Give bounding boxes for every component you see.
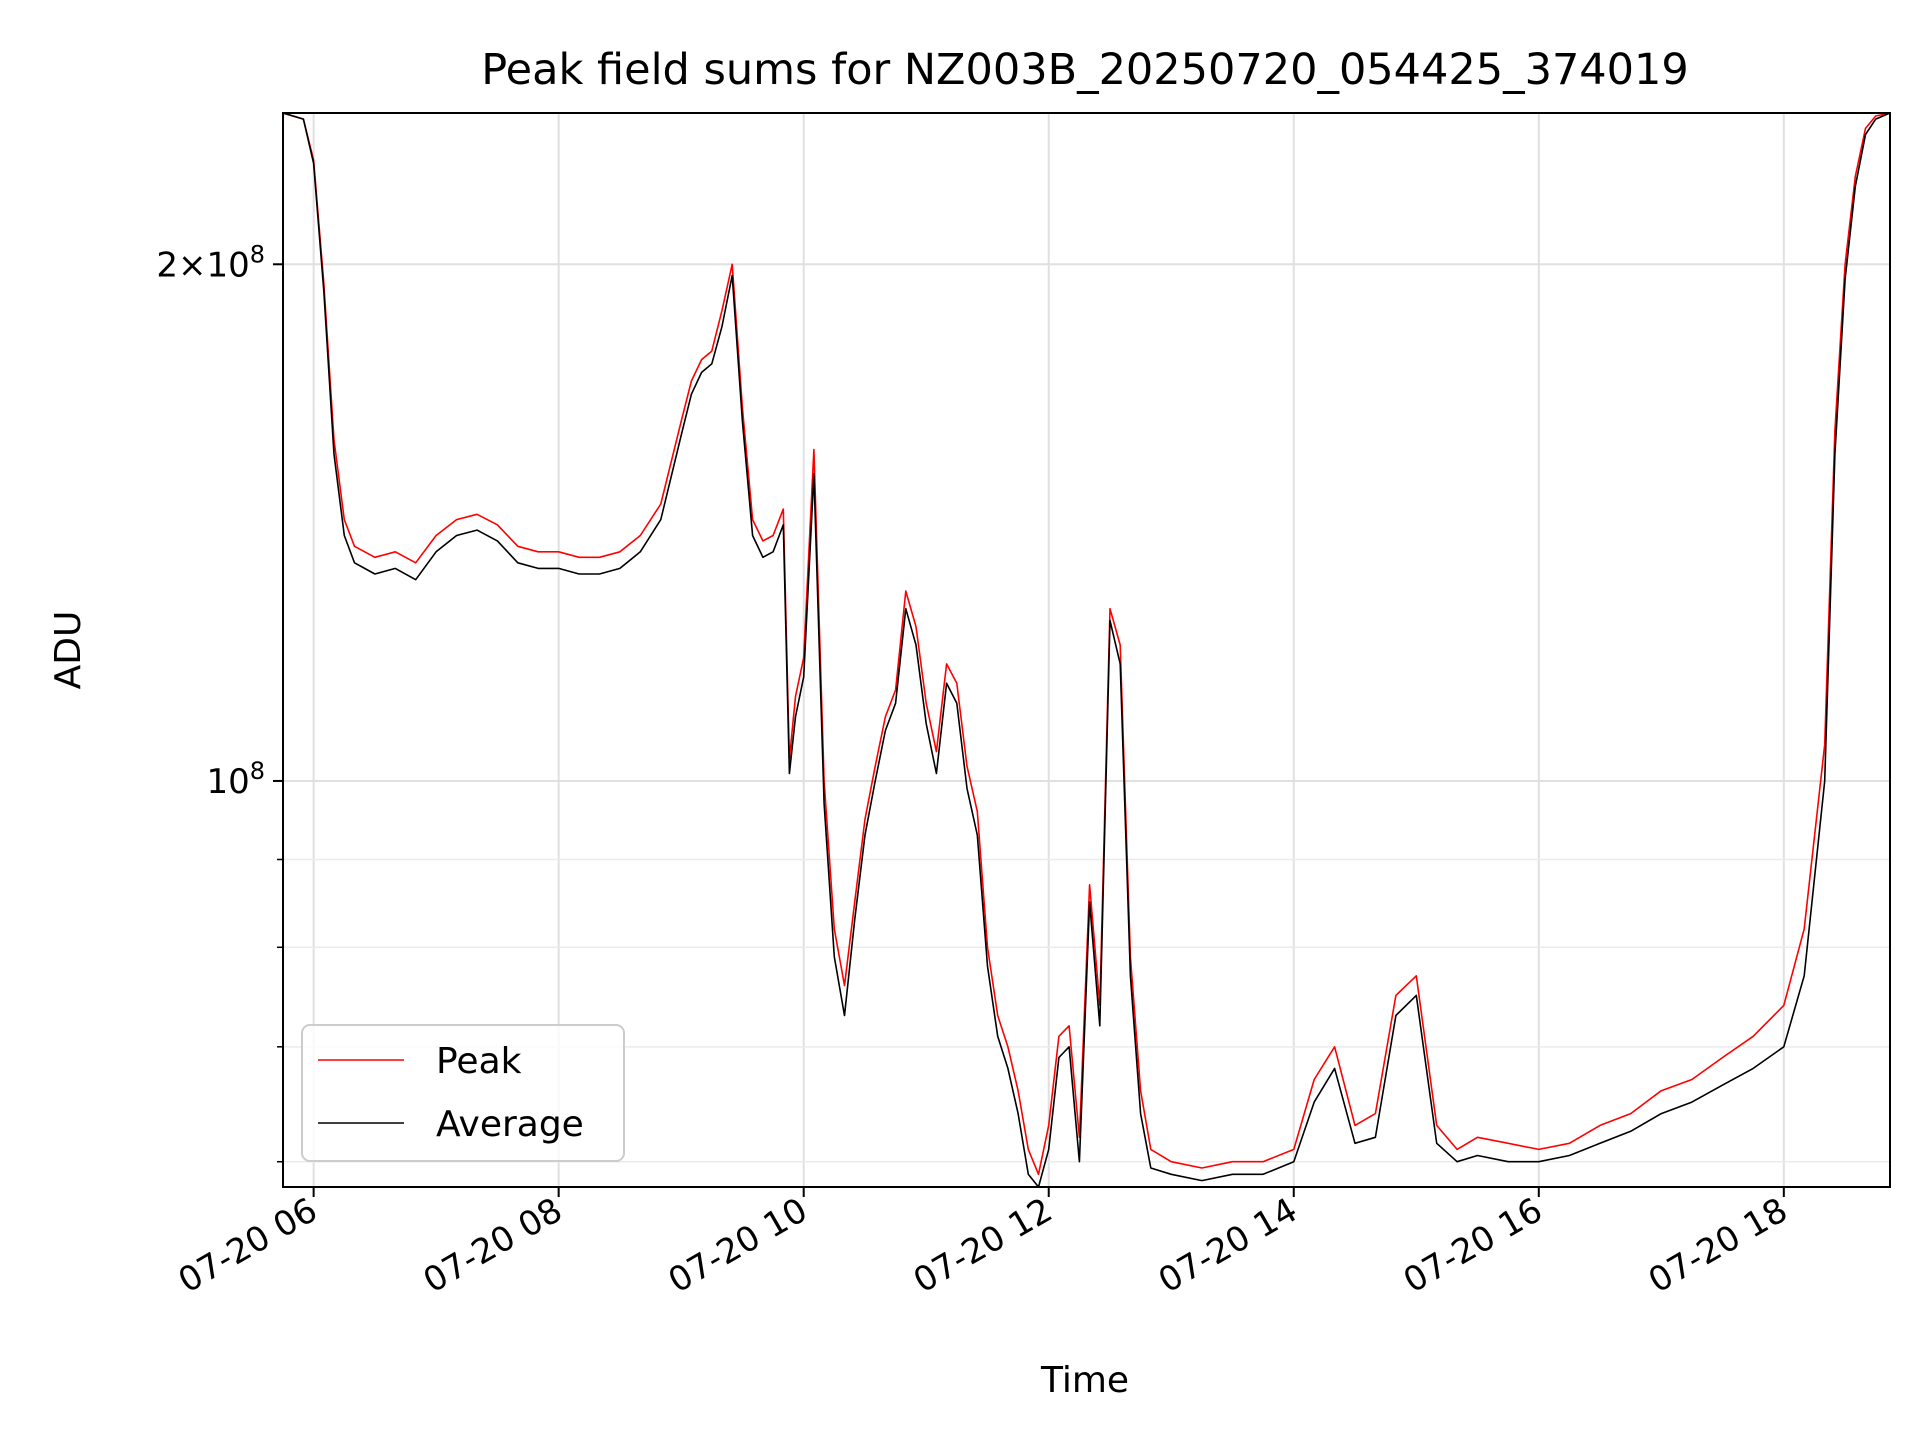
plot-frame: [282, 112, 1891, 1188]
y-tick-label: 108: [206, 757, 265, 802]
y-axis-label: ADU: [48, 611, 89, 690]
legend: Peak Average: [301, 1024, 625, 1162]
x-axis-label: Time: [1040, 1360, 1129, 1401]
series-line-peak: [283, 113, 1890, 1176]
legend-box: [301, 1024, 625, 1162]
legend-label-average: Average: [436, 1104, 584, 1145]
chart-title: Peak field sums for NZ003B_20250720_0544…: [481, 45, 1689, 95]
y-axis-ticks: 108 2×108: [156, 240, 283, 1163]
legend-label-peak: Peak: [436, 1041, 522, 1082]
series-line-average: [283, 113, 1890, 1187]
y-tick-label: 2×108: [156, 240, 265, 285]
series-lines: [283, 113, 1890, 1187]
